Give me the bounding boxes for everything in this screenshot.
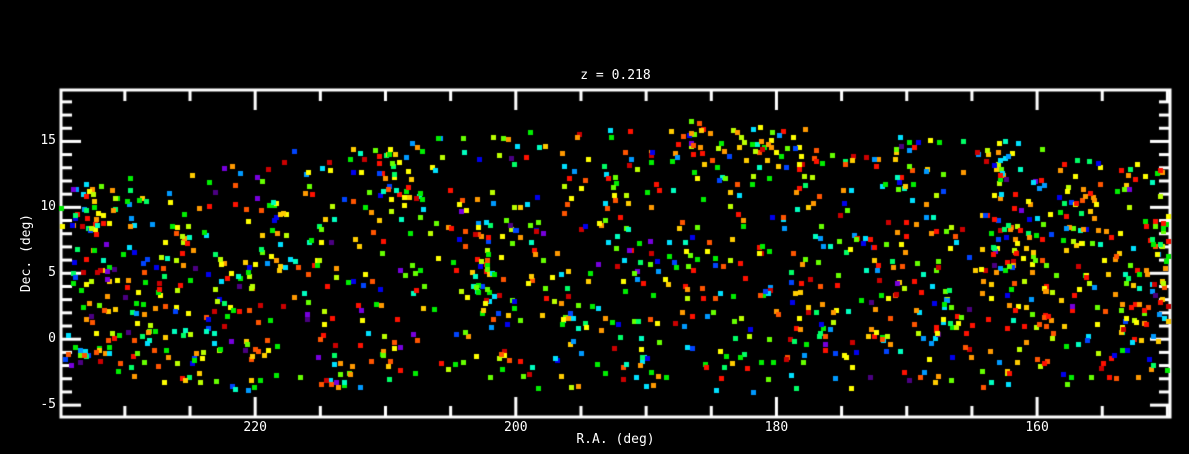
x-tick-label: 200 — [504, 420, 528, 435]
x-tick-label: 220 — [243, 420, 267, 435]
x-tick-label: 180 — [764, 420, 789, 435]
y-tick-label: 10 — [40, 199, 56, 215]
x-axis-label: R.A. (deg) — [576, 432, 655, 447]
x-tick-label: 160 — [1025, 420, 1049, 435]
y-tick-label: 0 — [48, 331, 56, 347]
plot-title: z = 0.218 — [580, 68, 651, 83]
y-tick-label: 15 — [40, 133, 56, 149]
y-tick-label: 5 — [48, 265, 56, 281]
y-tick-label: -5 — [40, 397, 56, 413]
